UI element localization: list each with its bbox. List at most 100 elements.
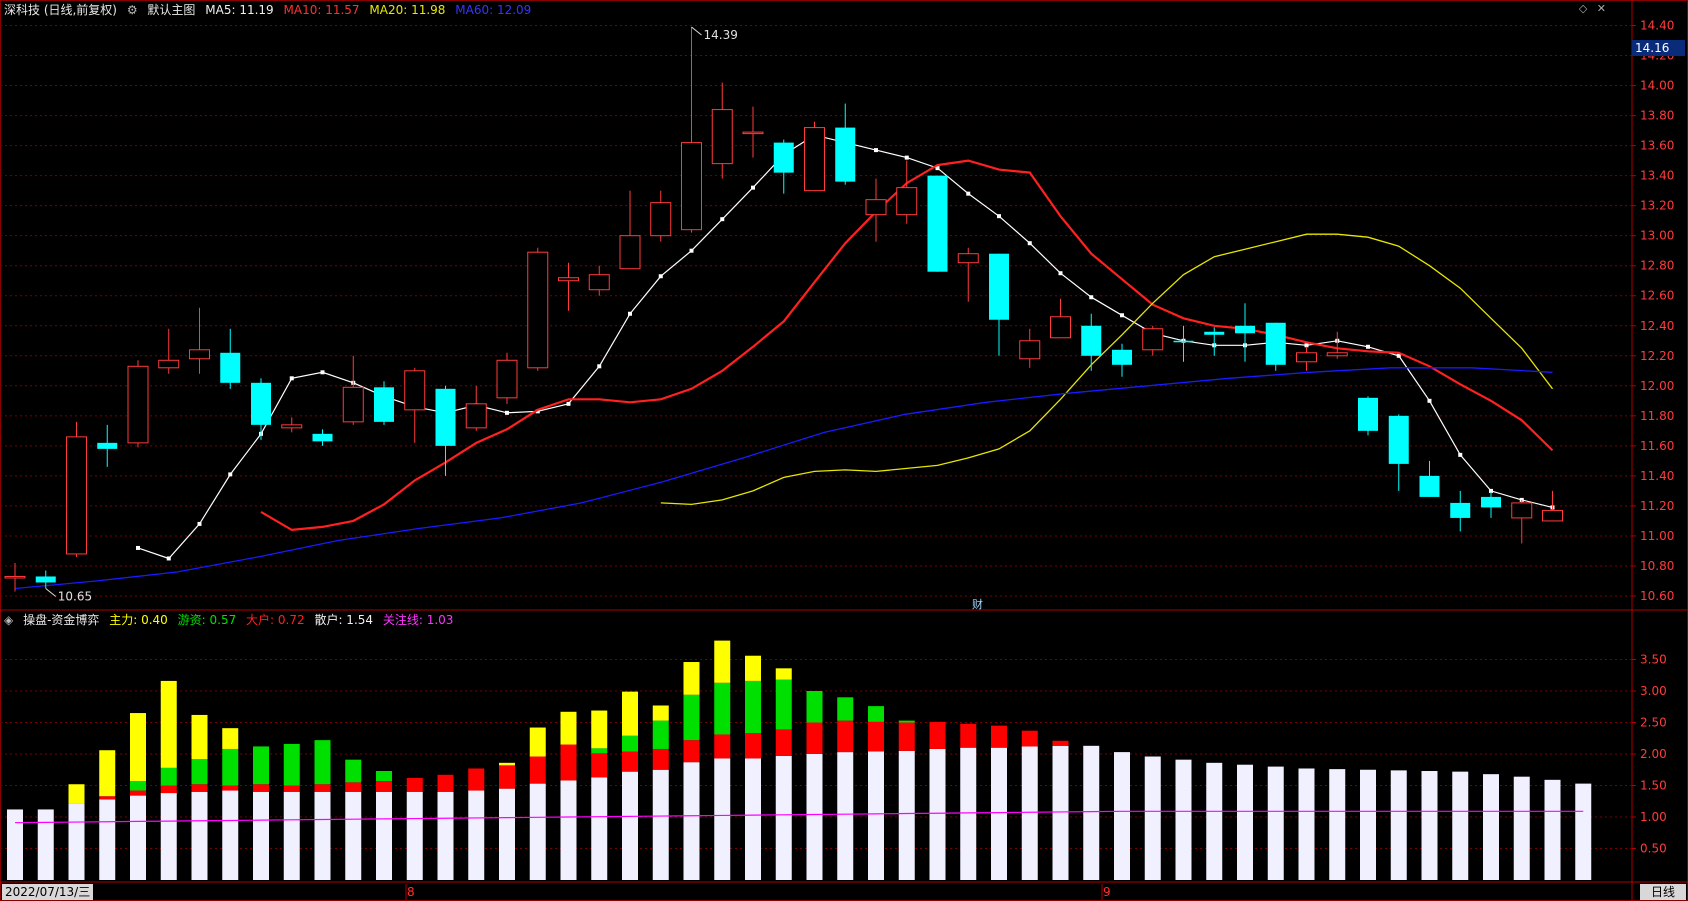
- price-tick-label: 11.40: [1640, 469, 1674, 483]
- indicator-tick-label: 0.50: [1640, 842, 1667, 856]
- sanhu-bar: [99, 799, 116, 880]
- ma20-label: MA20: 11.98: [369, 3, 446, 17]
- diamond-icon[interactable]: ◇: [1578, 2, 1588, 15]
- period-tab-daily[interactable]: 日线: [1640, 884, 1686, 900]
- annotation-pointer: [691, 26, 702, 36]
- current-price-tag: 14.16: [1632, 40, 1685, 56]
- dahu-bar: [499, 765, 515, 789]
- zhuli-bar: [591, 710, 608, 749]
- youzi-bar: [714, 682, 731, 735]
- price-tick-label: 12.60: [1640, 289, 1674, 303]
- stock-title[interactable]: 深科技 (日线,前复权): [4, 3, 117, 17]
- sanhu-bar: [376, 791, 392, 880]
- price-tick-label: 13.00: [1640, 229, 1674, 243]
- indicator-icon[interactable]: ◈: [4, 613, 14, 627]
- sanhu-bar: [652, 769, 669, 880]
- dahu-bar: [99, 796, 116, 800]
- ma5-marker: [136, 545, 140, 550]
- sanhu-bar: [898, 750, 915, 880]
- zhuli-bar: [160, 680, 177, 768]
- sanhu-bar: [314, 791, 331, 880]
- ma5-marker: [658, 274, 663, 279]
- close-icon[interactable]: ✕: [1596, 2, 1606, 15]
- sanhu-bar: [683, 762, 700, 880]
- candle-body-up: [1511, 502, 1533, 519]
- candle-body-up: [619, 235, 641, 270]
- candle-body-down: [773, 142, 794, 173]
- sanhu-bar: [68, 803, 85, 880]
- ma5-marker: [751, 185, 755, 190]
- indicator-header: ◈ 操盘-资金博弈 主力: 0.40 游资: 0.57 大户: 0.72 散户:…: [4, 612, 459, 628]
- dahu-bar: [591, 753, 608, 778]
- ma5-marker: [1089, 295, 1094, 300]
- date-box: 2022/07/13/三: [2, 884, 94, 900]
- candle-body-up: [4, 575, 26, 579]
- sanhu-bar: [560, 780, 577, 880]
- sanhu-bar: [1298, 768, 1315, 880]
- sanhu-bar: [1114, 752, 1130, 880]
- candle-body-up: [650, 202, 672, 237]
- candle-body-up: [127, 365, 149, 444]
- candle-body-up: [465, 403, 487, 429]
- dahu-bar: [991, 725, 1007, 748]
- youzi-bar: [898, 720, 915, 723]
- candle-body-up: [558, 277, 579, 282]
- candle-body-up: [281, 424, 303, 429]
- candle-body-up: [1326, 352, 1348, 357]
- candle-body-up: [1542, 509, 1563, 522]
- ma5-marker: [689, 248, 694, 253]
- template-label[interactable]: 默认主图: [147, 3, 196, 17]
- youzi-bar: [622, 735, 638, 752]
- youzi-bar: [683, 694, 700, 741]
- candle-body-up: [1296, 352, 1317, 363]
- sanhu-bar: [1329, 769, 1346, 880]
- price-tick-label: 11.60: [1640, 439, 1674, 453]
- settings-icon[interactable]: ⚙: [126, 3, 138, 17]
- candle-body-up: [189, 349, 210, 360]
- candle-body-up: [496, 359, 518, 399]
- candle-body-down: [1173, 340, 1194, 343]
- candle-body-down: [220, 352, 241, 383]
- candle-body-down: [312, 433, 333, 442]
- candle-body-up: [1142, 328, 1164, 351]
- candle-body-down: [1358, 397, 1378, 431]
- candle-body-up: [896, 187, 918, 216]
- cai-marker[interactable]: 财: [972, 598, 983, 611]
- zhuli-bar: [745, 655, 761, 681]
- candle-body-down: [97, 442, 118, 449]
- zhuli-bar: [99, 750, 116, 797]
- dahu-bar: [775, 729, 792, 756]
- sanhu-bar: [991, 747, 1007, 880]
- candle-body-down: [1481, 496, 1501, 508]
- dahu-bar: [283, 785, 300, 792]
- candle-body-up: [158, 359, 180, 369]
- candle-body-up: [404, 370, 426, 411]
- dahu-bar: [806, 722, 823, 754]
- youzi-bar: [283, 743, 300, 786]
- candle-body-up: [66, 436, 87, 555]
- youzi-bar: [160, 767, 177, 786]
- candle-body-up: [742, 131, 764, 135]
- sanhu-bar: [1360, 769, 1376, 880]
- price-tick-label: 11.20: [1640, 499, 1674, 513]
- ma5-marker: [1366, 344, 1370, 349]
- sanhu-bar: [437, 791, 454, 880]
- sanhu-bar: [1483, 774, 1499, 880]
- youzi-bar: [745, 680, 761, 734]
- dahu-bar: [529, 756, 546, 784]
- price-tick-label: 12.20: [1640, 349, 1674, 363]
- zhuli-bar: [714, 640, 731, 683]
- indicator-name[interactable]: 操盘-资金博弈: [23, 613, 100, 627]
- dahu-bar: [898, 722, 915, 751]
- youzi-bar: [345, 759, 362, 783]
- dahu-bar: [314, 784, 331, 792]
- main-chart-header: 深科技 (日线,前复权) ⚙ 默认主图 MA5: 11.19 MA10: 11.…: [4, 2, 537, 18]
- price-tick-label: 13.20: [1640, 199, 1674, 213]
- dahu-bar: [837, 720, 854, 753]
- ma5-marker: [1058, 271, 1063, 276]
- sanhu-bar: [468, 790, 485, 880]
- dahu-bar: [222, 785, 239, 791]
- youzi-bar: [775, 679, 792, 730]
- sanhu-bar: [130, 795, 146, 880]
